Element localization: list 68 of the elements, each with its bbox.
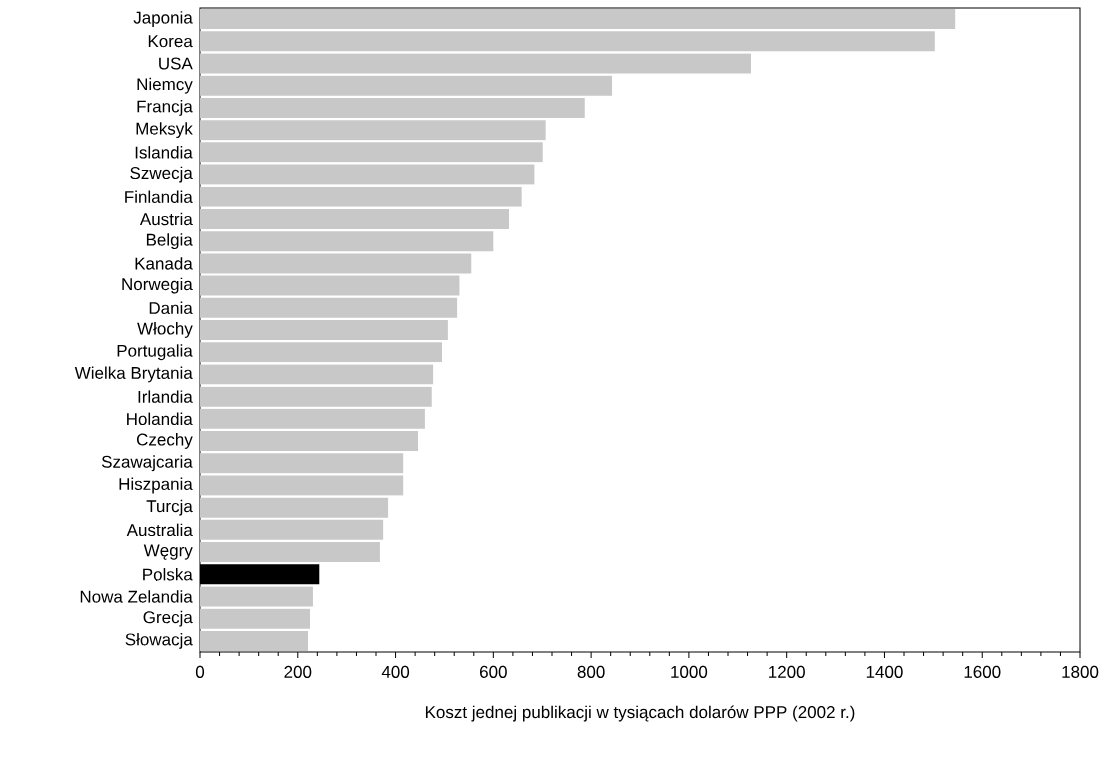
- y-tick-label: USA: [159, 57, 193, 70]
- bar: [200, 320, 448, 340]
- y-tick-label: Wielka Brytania: [74, 366, 193, 383]
- bar: [200, 164, 535, 185]
- y-tick-label: Austria: [139, 212, 193, 226]
- y-tick-label: Turcja: [146, 499, 193, 516]
- bar: [200, 97, 585, 118]
- y-tick-label: Japonia: [133, 11, 193, 28]
- bar: [200, 186, 522, 207]
- bar: [200, 253, 472, 274]
- y-tick-label: Niemcy: [137, 77, 193, 94]
- x-tick-label: 1000: [671, 665, 708, 678]
- x-tick-label: 800: [577, 665, 605, 678]
- y-tick-label: Irlandia: [138, 390, 193, 403]
- bar: [200, 431, 419, 452]
- y-tick-label: Nowa Zelandia: [80, 590, 193, 603]
- y-tick-label: Szawajcaria: [101, 455, 193, 472]
- y-tick-label: Islandia: [135, 146, 193, 159]
- x-tick-label: 200: [284, 665, 312, 678]
- bar: [200, 231, 494, 252]
- y-tick-label: Australia: [126, 523, 193, 537]
- bar: [200, 31, 935, 52]
- bar: [200, 608, 310, 629]
- y-tick-label: Korea: [148, 35, 193, 48]
- bar: [200, 208, 509, 229]
- bar: [200, 453, 404, 474]
- bar: [200, 630, 309, 651]
- bar: [200, 9, 956, 30]
- bar: [200, 475, 404, 496]
- x-tick-label: 400: [381, 665, 410, 678]
- y-tick-label: Kanada: [135, 257, 193, 270]
- y-tick-label: Norwegia: [122, 277, 193, 294]
- y-tick-label: Holandia: [127, 412, 193, 426]
- bar: [200, 342, 442, 363]
- bar: [200, 142, 543, 163]
- bar: [200, 386, 432, 407]
- x-axis-title: Koszt jednej publikacji w tysiącach dolarów PPP (2002 r.): [425, 705, 855, 722]
- bar: [200, 275, 460, 296]
- bar: [200, 53, 751, 74]
- y-tick-label: Włochy: [137, 322, 193, 338]
- y-tick-label: Belgia: [146, 233, 193, 250]
- y-tick-label: Meksyk: [136, 122, 193, 139]
- y-tick-label: Grecja: [143, 610, 193, 627]
- bar: [200, 297, 458, 318]
- y-tick-label: Finlandia: [125, 190, 193, 204]
- y-tick-label: Hiszpania: [119, 477, 193, 494]
- y-tick-label: Dania: [149, 301, 193, 315]
- x-tick-label: 1800: [1062, 665, 1099, 678]
- y-tick-label: Czechy: [136, 433, 193, 449]
- bar: [200, 542, 380, 563]
- y-tick-label: Francja: [137, 100, 193, 116]
- x-tick-label: 600: [480, 665, 507, 678]
- bar: [200, 586, 313, 607]
- y-tick-label: Polska: [143, 568, 193, 581]
- bar: [200, 408, 425, 429]
- x-tick-label: 1200: [769, 665, 805, 678]
- y-tick-label: Słowacja: [125, 632, 193, 649]
- bar: [200, 519, 384, 540]
- x-tick-label: 0: [195, 665, 205, 678]
- x-tick-label: 1400: [866, 665, 903, 678]
- y-tick-label: Portugalia: [117, 344, 193, 361]
- bar: [200, 120, 546, 141]
- bar: [200, 364, 434, 385]
- x-tick-label: 1600: [964, 665, 1001, 678]
- y-tick-label: Szwecja: [130, 166, 193, 183]
- bar: [200, 75, 613, 96]
- bar: [200, 497, 389, 518]
- y-tick-label: Węgry: [143, 544, 193, 560]
